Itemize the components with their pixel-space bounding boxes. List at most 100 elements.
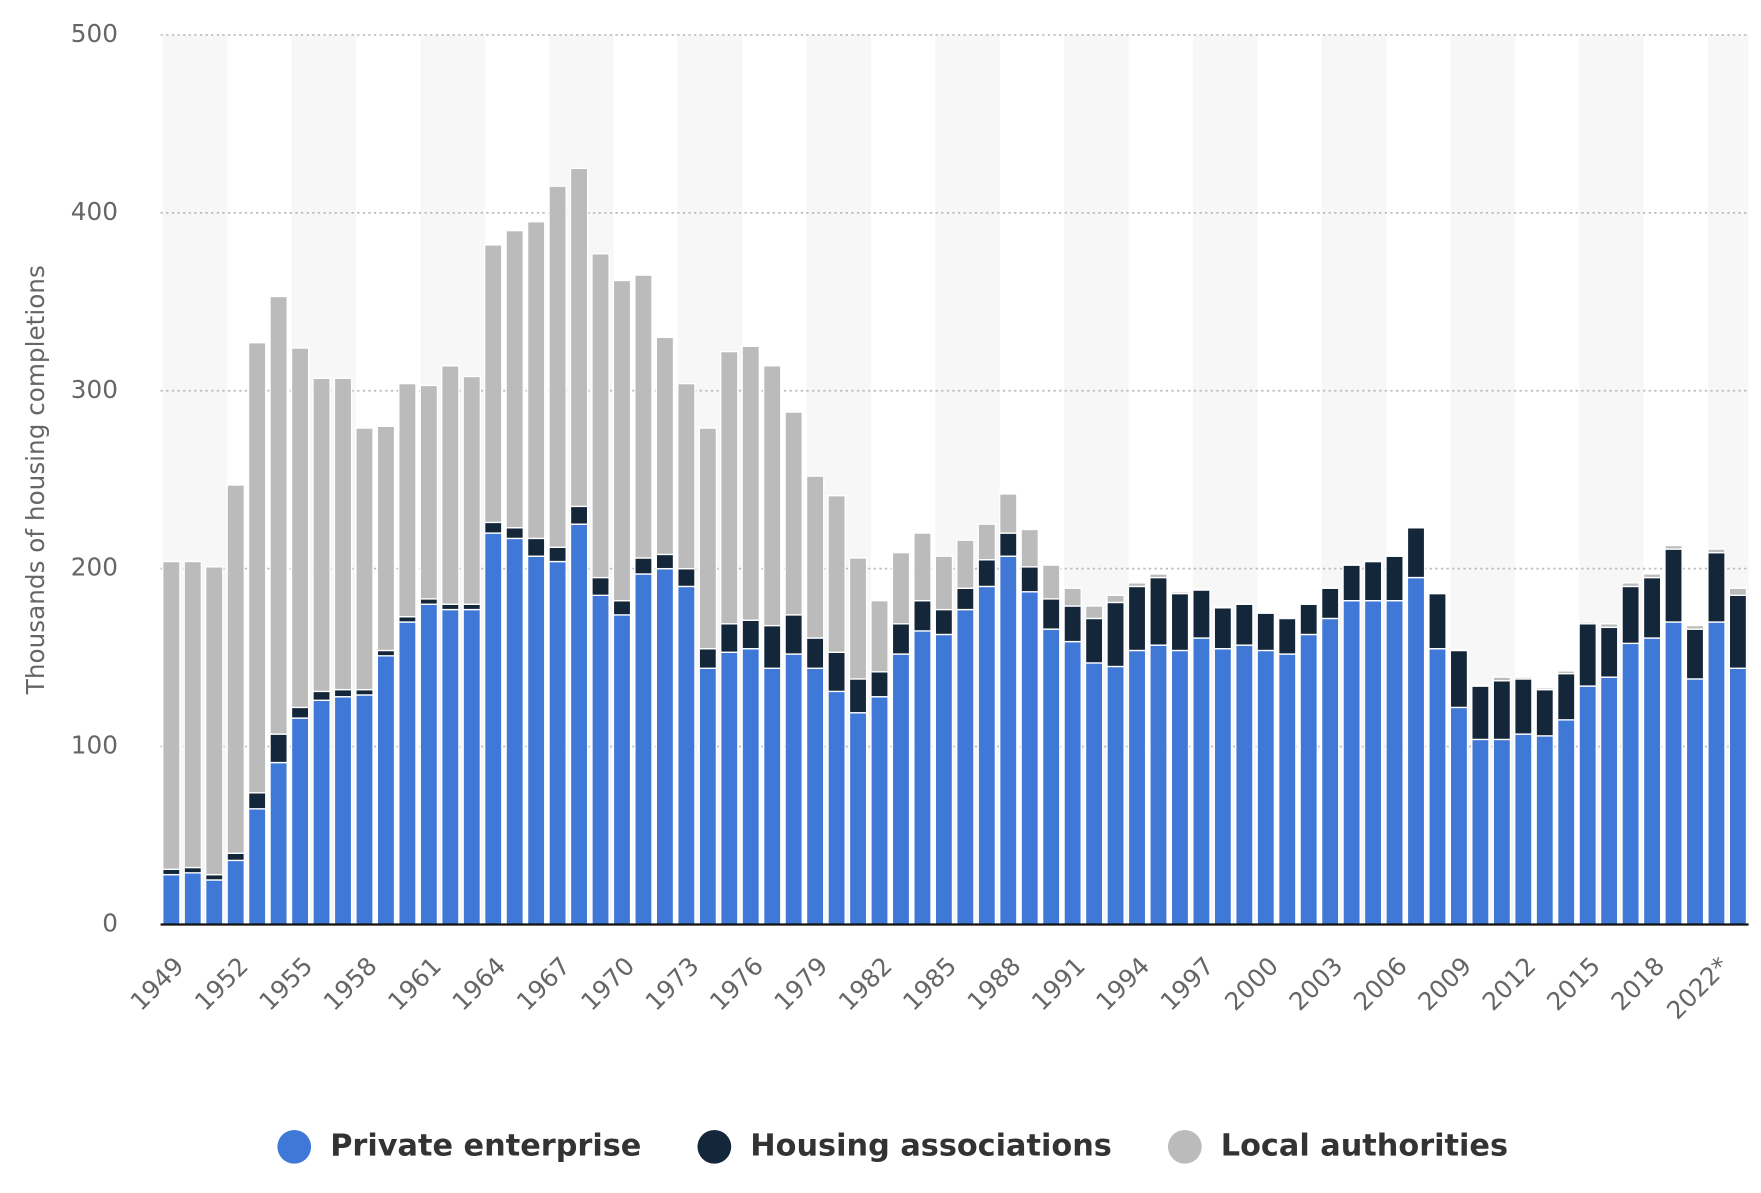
bar-segment (634, 557, 653, 575)
bar-segment (1385, 554, 1404, 557)
bar-segment (226, 484, 245, 854)
bar-segment (526, 537, 546, 557)
bar-segment (1235, 603, 1254, 646)
bar-segment (1707, 551, 1726, 623)
bar-segment (934, 608, 954, 636)
bar-segment (1020, 566, 1039, 593)
bar-segment (999, 493, 1018, 534)
bar-segment (1106, 594, 1125, 604)
bar-segment (827, 651, 846, 693)
bar-segment (1170, 591, 1190, 595)
bar-segment (1599, 623, 1619, 629)
bar-segment (870, 696, 889, 926)
bar-segment (1063, 587, 1082, 607)
bar-segment (1363, 599, 1383, 926)
y-axis-label: Thousands of housing completions (21, 265, 50, 695)
bar-segment (741, 345, 761, 621)
legend-marker (277, 1129, 312, 1164)
bar-segment (827, 690, 846, 926)
bar-segment (1277, 617, 1297, 620)
bar-segment (1514, 678, 1533, 735)
bar-segment (1235, 644, 1254, 926)
bar-segment (677, 567, 696, 588)
bar-segment (1149, 576, 1168, 646)
bar-segment (1514, 733, 1533, 926)
bar-segment (1320, 617, 1340, 926)
bar-segment (1385, 599, 1404, 926)
bar-segment (483, 532, 503, 926)
bar-segment (1599, 626, 1619, 678)
bar-segment (1299, 603, 1318, 605)
bar-segment (183, 560, 203, 869)
bar-segment (1428, 648, 1447, 926)
bar-segment (333, 696, 353, 926)
bar-segment (1685, 628, 1705, 680)
bar-segment (913, 630, 932, 926)
bars (162, 167, 1748, 926)
bar-segment (1149, 644, 1168, 926)
bar-segment (1664, 544, 1683, 550)
bar-segment (1170, 649, 1190, 926)
bar-segment (999, 555, 1018, 926)
bar-segment (870, 599, 889, 673)
bar-segment (1642, 637, 1662, 926)
bar-segment (848, 712, 868, 926)
bar-segment (462, 375, 482, 605)
bar-segment (977, 523, 997, 561)
bar-segment (956, 539, 975, 589)
x-tick-label: 1979 (768, 951, 833, 1016)
x-tick-label: 1952 (189, 951, 254, 1016)
bar-segment (1664, 548, 1683, 623)
bar-segment (1084, 617, 1104, 664)
bar-segment (805, 475, 825, 639)
bar-segment (891, 623, 911, 655)
bar-segment (848, 678, 868, 714)
bar-segment (269, 733, 288, 764)
bar-segment (1063, 605, 1082, 643)
x-tick-label: 1961 (382, 951, 447, 1016)
bar-segment (612, 599, 632, 616)
bar-segment (1685, 624, 1705, 630)
bar-segment (247, 792, 267, 810)
bar-segment (1342, 599, 1361, 926)
bar-segment (1621, 585, 1640, 645)
bar-segment (848, 557, 868, 680)
bar-segment (548, 185, 567, 548)
x-tick-label: 1964 (446, 951, 511, 1016)
bar-segment (655, 553, 675, 570)
bar-segment (1535, 687, 1555, 691)
bar-segment (805, 667, 825, 926)
y-tick-label: 100 (71, 731, 118, 760)
bar-segment (376, 425, 396, 652)
bar-segment (312, 377, 331, 693)
bar-segment (526, 221, 546, 540)
x-tick-label: 2018 (1605, 951, 1670, 1016)
bar-segment (1192, 637, 1211, 926)
bar-segment (591, 576, 610, 597)
bar-segment (1556, 719, 1576, 926)
bar-segment (1363, 560, 1383, 602)
x-tick-label: 2012 (1477, 951, 1542, 1016)
bar-segment (204, 566, 224, 876)
bar-segment (956, 587, 975, 611)
bar-segment (226, 852, 245, 862)
bar-segment (1664, 621, 1683, 926)
bar-segment (419, 384, 439, 600)
bar-segment (290, 706, 310, 719)
bar-segment (398, 621, 417, 926)
bar-segment (1320, 587, 1340, 620)
bar-segment (1578, 621, 1597, 625)
bar-segment (290, 717, 310, 926)
legend: Private enterprise Housing associations Lo… (277, 1128, 1508, 1164)
x-tick-label: 2003 (1283, 951, 1348, 1016)
bar-segment (162, 868, 181, 876)
bar-segment (1535, 735, 1555, 926)
bar-segment (1385, 555, 1404, 602)
bar-segment (1213, 648, 1233, 926)
bar-segment (1406, 526, 1426, 529)
x-tick-label: 1982 (833, 951, 898, 1016)
bar-segment (569, 523, 589, 926)
bar-segment (784, 411, 803, 616)
